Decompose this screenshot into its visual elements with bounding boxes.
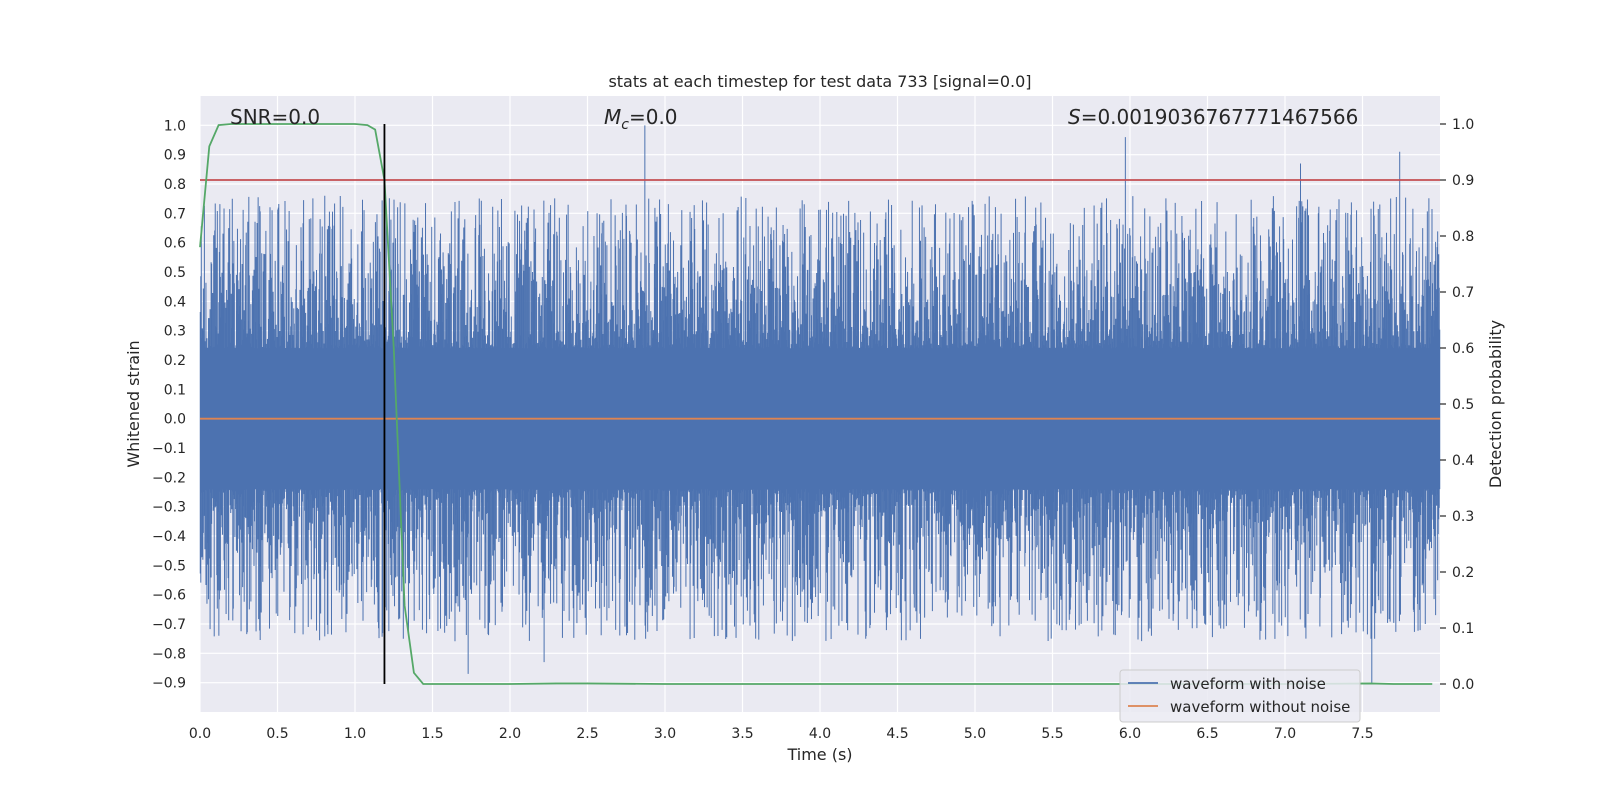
y2-tick-label: 0.2 bbox=[1452, 565, 1474, 581]
annotation-chirp-mass-value: =0.0 bbox=[629, 105, 678, 129]
x-tick-label: 2.5 bbox=[576, 726, 598, 742]
annotation-snr: SNR=0.0 bbox=[230, 105, 320, 129]
x-tick-label: 1.0 bbox=[344, 726, 366, 742]
x-tick-label: 2.0 bbox=[499, 726, 521, 742]
x-tick-label: 6.5 bbox=[1196, 726, 1218, 742]
y2-tick-label: 0.0 bbox=[1452, 677, 1474, 693]
annotation-statistic: S=0.0019036767771467566 bbox=[1068, 105, 1358, 129]
x-tick-label: 1.5 bbox=[421, 726, 443, 742]
legend-label-without-noise: waveform without noise bbox=[1170, 698, 1350, 716]
y-tick-label: 0.6 bbox=[164, 236, 186, 252]
y2-tick-label: 0.8 bbox=[1452, 229, 1474, 245]
legend-label-with-noise: waveform with noise bbox=[1170, 675, 1326, 693]
legend-box bbox=[1119, 669, 1361, 723]
y-tick-label: 0.2 bbox=[164, 353, 186, 369]
y-tick-label: −0.2 bbox=[152, 470, 186, 486]
y-tick-label: −0.8 bbox=[152, 646, 186, 662]
y-tick-label: 0.4 bbox=[164, 294, 186, 310]
x-tick-label: 4.5 bbox=[886, 726, 908, 742]
x-tick-label: 7.0 bbox=[1274, 726, 1296, 742]
y-tick-label: −0.9 bbox=[152, 676, 186, 692]
y2-tick-label: 0.1 bbox=[1452, 621, 1474, 637]
y-tick-label: 0.1 bbox=[164, 382, 186, 398]
annotation-chirp-mass-subscript: c bbox=[621, 117, 629, 133]
y2-tick-label: 0.5 bbox=[1452, 397, 1474, 413]
series-lines bbox=[199, 123, 1440, 685]
y-tick-label: 0.7 bbox=[164, 206, 186, 222]
y-tick-label: 0.3 bbox=[164, 324, 186, 340]
x-tick-label: 7.5 bbox=[1351, 726, 1373, 742]
x-tick-label: 0.0 bbox=[189, 726, 211, 742]
y-tick-label: −0.7 bbox=[152, 617, 186, 633]
y-tick-label: −0.4 bbox=[152, 529, 186, 545]
axis-ticks: 0.0 0.5 1.0 1.5 2.0 2.5 3.0 3.5 4.0 4.5 5.0 5.5 6.0 6… bbox=[152, 117, 1474, 742]
y-axis-label: Whitened strain bbox=[124, 340, 143, 467]
x-tick-label: 3.5 bbox=[731, 726, 753, 742]
legend: waveform with noise waveform without noi… bbox=[1119, 669, 1361, 723]
x-tick-label: 5.0 bbox=[964, 726, 986, 742]
y2-tick-label: 0.4 bbox=[1452, 453, 1474, 469]
x-tick-label: 0.5 bbox=[266, 726, 288, 742]
x-tick-label: 3.0 bbox=[654, 726, 676, 742]
y-tick-label: −0.6 bbox=[152, 588, 186, 604]
annotation-statistic-symbol: S bbox=[1068, 105, 1081, 129]
x-tick-label: 5.5 bbox=[1041, 726, 1063, 742]
annotation-statistic-value: =0.0019036767771467566 bbox=[1081, 105, 1359, 129]
y2-tick-label: 0.3 bbox=[1452, 509, 1474, 525]
y2-axis-label: Detection probability bbox=[1486, 320, 1505, 488]
series-detection-probability bbox=[199, 123, 1433, 685]
annotation-chirp-mass: Mc=0.0 bbox=[604, 105, 678, 133]
y2-tick-label: 0.6 bbox=[1452, 341, 1474, 357]
annotation-chirp-mass-symbol: M bbox=[604, 105, 621, 129]
y-tick-label: 0.5 bbox=[164, 265, 186, 281]
y2-tick-label: 0.7 bbox=[1452, 285, 1474, 301]
x-tick-label: 4.0 bbox=[809, 726, 831, 742]
chart-title: stats at each timestep for test data 733… bbox=[608, 72, 1031, 91]
y-tick-label: −0.3 bbox=[152, 500, 186, 516]
y2-tick-label: 0.9 bbox=[1452, 173, 1474, 189]
y-tick-label: 0.0 bbox=[164, 412, 186, 428]
x-tick-label: 6.0 bbox=[1119, 726, 1141, 742]
y-tick-label: −0.5 bbox=[152, 558, 186, 574]
y-tick-label: −0.1 bbox=[152, 441, 186, 457]
x-axis-label: Time (s) bbox=[786, 745, 852, 764]
y2-tick-label: 1.0 bbox=[1452, 117, 1474, 133]
y-tick-label: 0.8 bbox=[164, 177, 186, 193]
y-tick-label: 1.0 bbox=[164, 118, 186, 134]
y-tick-label: 0.9 bbox=[164, 148, 186, 164]
